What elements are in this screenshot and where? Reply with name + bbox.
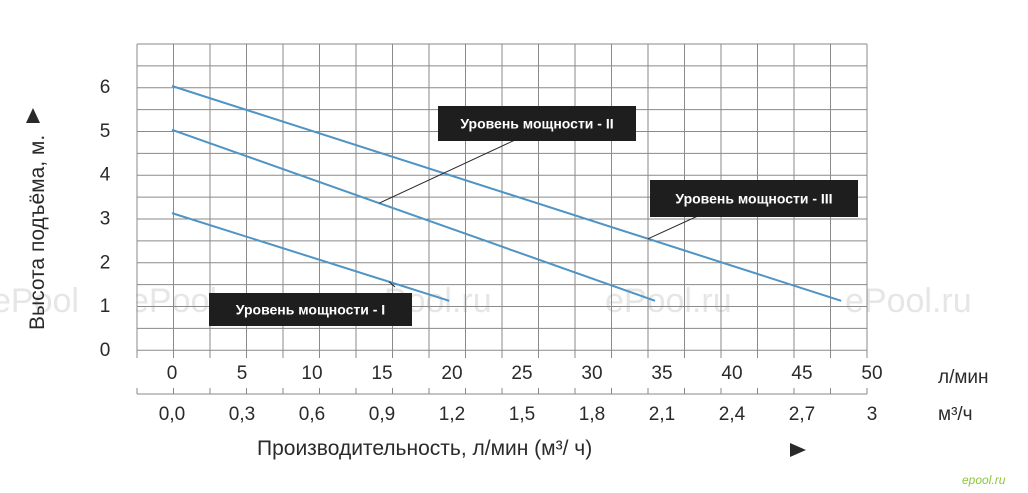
y-tick-label: 4: [100, 165, 111, 186]
x-secondary-tick-label: 2,7: [789, 404, 815, 425]
x-secondary-tick-label: 3: [867, 404, 878, 425]
series-callouts: Уровень мощности - I Уровень мощности - I…: [209, 106, 858, 326]
x-tick-label: 20: [441, 363, 462, 384]
x-tick-labels: 0 5 10 15 20 25 30 35 40 45 50: [167, 363, 883, 384]
watermark-text: ePool.ru: [605, 282, 732, 320]
series-callout-box: [209, 293, 412, 326]
series-lines: [171, 85, 842, 302]
watermark-layer: ePool.ru ePool.ru ePool.ru ePool.ru ePoo…: [0, 282, 972, 320]
x-secondary-label-band: [128, 397, 908, 430]
series-line-2: [171, 128, 656, 302]
x-secondary-tick-label: 0,9: [369, 404, 395, 425]
y-axis-title: Высота подъёма, м.: [26, 135, 49, 330]
x-secondary-tick-label: 0,6: [299, 404, 325, 425]
callout-leader-line: [378, 139, 516, 204]
y-tick-label: 6: [100, 77, 111, 98]
y-tick-label: 0: [100, 340, 111, 361]
x-secondary-tick-label: 1,8: [579, 404, 605, 425]
y-tick-label: 1: [100, 296, 111, 317]
x-tick-label: 5: [237, 363, 248, 384]
brand-mark: epool.ru: [962, 473, 1006, 487]
x-secondary-tick-label: 0,0: [159, 404, 185, 425]
x-tick-label: 35: [651, 363, 672, 384]
chart-grid: [80, 43, 908, 430]
x-unit-secondary: м³/ч: [938, 404, 973, 425]
y-tick-labels: 0 1 2 3 4 5 6: [100, 77, 111, 361]
y-axis-arrow-icon: [26, 108, 40, 123]
x-tick-label: 0: [167, 363, 178, 384]
x-axis-title: Производительность, л/мин (м³/ ч): [257, 437, 592, 460]
x-secondary-tick-label: 2,1: [649, 404, 675, 425]
x-tick-label: 30: [581, 363, 602, 384]
series-line-3: [171, 85, 842, 302]
watermark-text: ePool.ru: [845, 282, 972, 320]
x-secondary-tick-label: 1,2: [439, 404, 465, 425]
y-tick-label: 5: [100, 121, 111, 142]
y-label-band: [80, 68, 136, 368]
series-callout-box: [650, 180, 858, 217]
x-axis-arrow-icon: [790, 443, 806, 457]
series-callout-label: Уровень мощности - III: [675, 191, 832, 207]
x-unit-primary: л/мин: [938, 367, 989, 388]
x-tick-label: 10: [301, 363, 322, 384]
callout-leader-line: [647, 214, 701, 240]
callout-leader-line: [388, 281, 396, 288]
series-callout-label: Уровень мощности - II: [460, 116, 613, 132]
y-tick-label: 3: [100, 209, 111, 230]
series-callout-box: [438, 106, 636, 141]
series-line-1: [171, 212, 450, 302]
x-secondary-tick-labels: 0,0 0,3 0,6 0,9 1,2 1,5 1,8 2,1 2,4 2,7 3: [159, 404, 878, 425]
x-secondary-tick-label: 1,5: [509, 404, 535, 425]
y-tick-label: 2: [100, 252, 111, 273]
x-tick-label: 45: [791, 363, 812, 384]
x-tick-label: 50: [861, 363, 882, 384]
x-secondary-tick-label: 0,3: [229, 404, 255, 425]
x-label-band: [128, 358, 908, 388]
x-tick-label: 40: [721, 363, 742, 384]
series-callout-label: Уровень мощности - I: [236, 302, 385, 318]
x-tick-label: 15: [371, 363, 392, 384]
x-secondary-tick-label: 2,4: [719, 404, 746, 425]
x-tick-label: 25: [511, 363, 532, 384]
